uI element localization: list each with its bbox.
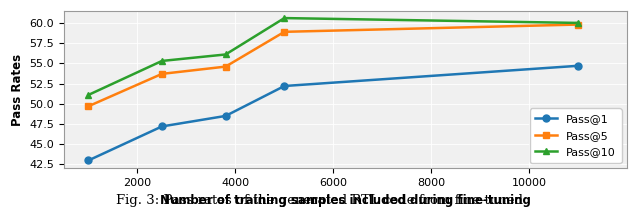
Pass@1 xyxy=(158,125,166,128)
Pass@10 xyxy=(280,17,288,19)
Line: Pass@10: Pass@10 xyxy=(85,15,582,98)
Pass@5 xyxy=(158,73,166,75)
Line: Pass@5: Pass@5 xyxy=(85,21,582,110)
Pass@10 xyxy=(222,53,230,56)
Line: Pass@1: Pass@1 xyxy=(85,62,582,164)
Pass@10 xyxy=(574,22,582,24)
Pass@5 xyxy=(84,105,92,108)
Pass@10 xyxy=(84,94,92,96)
Pass@5 xyxy=(574,23,582,26)
Pass@5 xyxy=(280,30,288,33)
Legend: Pass@1, Pass@5, Pass@10: Pass@1, Pass@5, Pass@10 xyxy=(530,108,621,163)
Text: Fig. 3: Pass rates of the generated RTL code from fine-tuned: Fig. 3: Pass rates of the generated RTL … xyxy=(116,194,524,207)
X-axis label: Number of training samples included during fine-tuning: Number of training samples included duri… xyxy=(160,194,531,207)
Pass@1 xyxy=(84,159,92,162)
Pass@10 xyxy=(158,60,166,62)
Pass@1 xyxy=(574,65,582,67)
Pass@5 xyxy=(222,65,230,68)
Pass@1 xyxy=(280,85,288,87)
Pass@1 xyxy=(222,115,230,117)
Y-axis label: Pass Rates: Pass Rates xyxy=(11,54,24,126)
